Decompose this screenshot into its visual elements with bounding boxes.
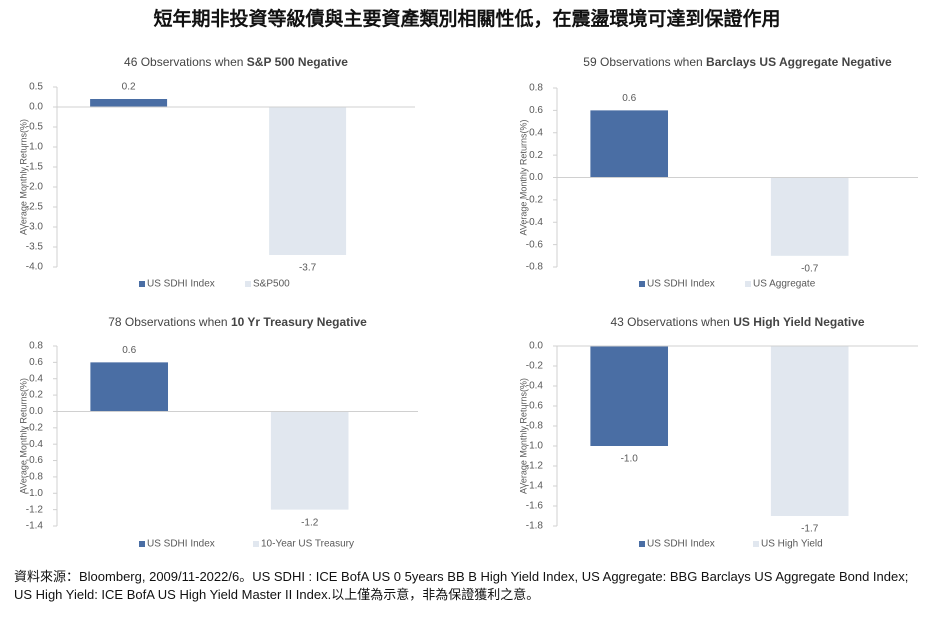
legend-label: US SDHI Index: [147, 279, 215, 290]
y-tick-label: -0.5: [26, 122, 44, 133]
bar: [269, 107, 347, 255]
chart-panel: 短年期非投資等級債與主要資產類別相關性低，在震盪環境可達到保證作用 46 Obs…: [18, 7, 918, 550]
y-tick-label: 0.0: [529, 172, 543, 183]
legend-swatch: [139, 281, 145, 287]
bar: [770, 346, 849, 516]
y-tick-label: -1.0: [526, 441, 544, 452]
y-tick-label: -1.4: [26, 521, 44, 532]
y-tick-label: -0.4: [526, 381, 544, 392]
chart-title-part: 10 Yr Treasury Negative: [231, 315, 367, 329]
y-tick-label: -1.4: [526, 481, 544, 492]
chart-title: 78 Observations when 10 Yr Treasury Nega…: [108, 315, 367, 329]
data-label: 0.2: [122, 82, 136, 93]
chart-title: 59 Observations when Barclays US Aggrega…: [583, 55, 892, 69]
chart-title-part: 59 Observations when: [583, 55, 706, 69]
y-tick-label: 0.4: [29, 373, 43, 384]
y-tick-label: -0.2: [526, 361, 544, 372]
y-tick-label: -0.6: [526, 401, 544, 412]
data-label: -1.0: [621, 454, 639, 465]
bar: [90, 362, 169, 412]
y-tick-label: -0.8: [26, 472, 44, 483]
y-tick-label: -3.5: [26, 242, 44, 253]
bar: [590, 346, 669, 446]
chart-title-part: US High Yield Negative: [733, 315, 865, 329]
legend-swatch: [639, 541, 645, 547]
chart: 43 Observations when US High Yield Negat…: [518, 315, 918, 550]
y-tick-label: 0.2: [529, 150, 543, 161]
y-tick-label: -1.2: [526, 461, 544, 472]
y-tick-label: -0.2: [526, 195, 544, 206]
legend-label: S&P500: [253, 279, 290, 290]
y-tick-label: -2.0: [26, 182, 44, 193]
y-tick-label: -1.5: [26, 162, 44, 173]
legend-label: 10-Year US Treasury: [261, 539, 354, 550]
y-axis-label: AVerage Monthly Returns(%): [518, 120, 528, 236]
footnote: 資料來源：Bloomberg, 2009/11-2022/6。US SDHI :…: [14, 569, 909, 602]
legend-label: US SDHI Index: [147, 539, 215, 550]
bar: [590, 110, 669, 178]
legend-swatch: [253, 541, 259, 547]
bar: [270, 411, 349, 510]
chart: 46 Observations when S&P 500 Negative AVe…: [18, 55, 415, 290]
y-tick-label: 0.8: [529, 83, 543, 94]
chart-title: 46 Observations when S&P 500 Negative: [124, 55, 348, 69]
y-tick-label: -0.6: [526, 239, 544, 250]
legend-swatch: [745, 281, 751, 287]
y-tick-label: -1.0: [26, 142, 44, 153]
y-tick-label: -1.2: [26, 504, 44, 515]
chart-title-part: 78 Observations when: [108, 315, 231, 329]
y-axis-label: AVerage Monthly Returns(%): [18, 119, 28, 235]
chart-title-part: S&P 500 Negative: [247, 55, 348, 69]
y-tick-label: 0.8: [29, 341, 43, 352]
y-tick-label: -1.0: [26, 488, 44, 499]
y-tick-label: -0.2: [26, 422, 44, 433]
y-tick-label: 0.6: [529, 105, 543, 116]
y-tick-label: 0.0: [29, 406, 43, 417]
legend-swatch: [639, 281, 645, 287]
y-tick-label: -1.6: [526, 501, 544, 512]
legend-swatch: [245, 281, 251, 287]
chart: 78 Observations when 10 Yr Treasury Nega…: [18, 315, 418, 550]
data-label: 0.6: [122, 345, 136, 356]
data-label: 0.6: [622, 93, 636, 104]
y-tick-label: -0.4: [26, 439, 44, 450]
bar: [770, 177, 849, 256]
chart: 59 Observations when Barclays US Aggrega…: [518, 55, 918, 290]
y-tick-label: 0.0: [29, 102, 43, 113]
y-tick-label: -4.0: [26, 262, 44, 273]
y-tick-label: 0.0: [529, 341, 543, 352]
bar: [90, 99, 168, 107]
legend-label: US SDHI Index: [647, 279, 715, 290]
y-axis-label: AVerage Monthly Returns(%): [18, 378, 28, 494]
legend-label: US High Yield: [761, 539, 823, 550]
y-tick-label: -3.0: [26, 222, 44, 233]
y-tick-label: 0.5: [29, 82, 43, 93]
y-tick-label: -1.8: [526, 521, 544, 532]
data-label: -1.2: [301, 517, 319, 528]
legend-label: US Aggregate: [753, 279, 816, 290]
y-tick-label: 0.6: [29, 357, 43, 368]
y-tick-label: -0.6: [26, 455, 44, 466]
chart-title-part: 46 Observations when: [124, 55, 247, 69]
legend-swatch: [139, 541, 145, 547]
y-tick-label: -0.4: [526, 217, 544, 228]
chart-title-part: Barclays US Aggregate Negative: [706, 55, 892, 69]
y-axis-label: AVerage Monthly Returns(%): [518, 378, 528, 494]
y-tick-label: -2.5: [26, 202, 44, 213]
y-tick-label: 0.4: [529, 127, 543, 138]
y-tick-label: 0.2: [29, 390, 43, 401]
y-tick-label: -0.8: [526, 421, 544, 432]
data-label: -0.7: [801, 263, 819, 274]
legend-swatch: [753, 541, 759, 547]
main-title: 短年期非投資等級債與主要資產類別相關性低，在震盪環境可達到保證作用: [153, 7, 780, 30]
chart-title: 43 Observations when US High Yield Negat…: [610, 315, 864, 329]
y-tick-label: -0.8: [526, 262, 544, 273]
legend-label: US SDHI Index: [647, 539, 715, 550]
data-label: -1.7: [801, 524, 819, 535]
chart-title-part: 43 Observations when: [610, 315, 733, 329]
data-label: -3.7: [299, 263, 317, 274]
